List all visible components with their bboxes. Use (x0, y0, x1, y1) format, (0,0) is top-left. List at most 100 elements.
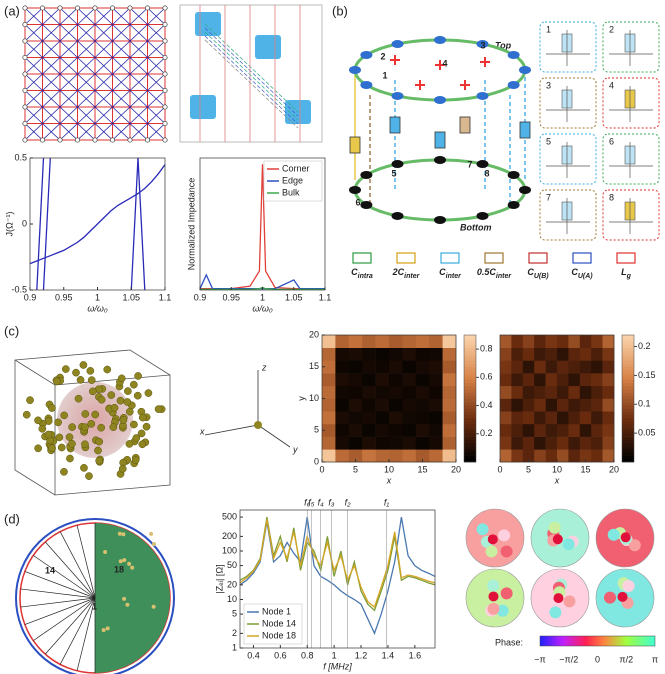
phase-patch (562, 538, 575, 551)
heat-cell (375, 347, 390, 361)
heat-cell (415, 423, 430, 437)
colorbar-step (464, 363, 476, 368)
lattice-diagonal (129, 90, 148, 108)
lattice-diagonal (112, 57, 131, 75)
lattice-site (74, 5, 81, 11)
lattice-diagonal (24, 57, 43, 75)
phase-patch (487, 602, 500, 615)
lattice-site (22, 137, 28, 143)
lattice-diagonal (77, 123, 96, 141)
node (519, 66, 531, 74)
capacitor (389, 116, 401, 134)
x-tick-label: 1 (95, 292, 100, 302)
x-tick-label: 5 (526, 464, 531, 474)
lattice-site (144, 5, 151, 11)
atom (65, 433, 74, 441)
inset-wire (609, 30, 653, 66)
colorbar-step (464, 458, 476, 463)
series-line (29, 164, 166, 265)
node (349, 186, 361, 194)
colorbar-step (464, 455, 476, 460)
circuit-cell (195, 12, 221, 36)
board-pad (152, 542, 157, 547)
colorbar-step (622, 408, 634, 412)
bottom-label: Bottom (460, 222, 492, 232)
colorbar-frame (621, 334, 635, 463)
x-tick-label: 1.05 (285, 292, 303, 302)
lattice-site (162, 104, 168, 110)
annotation-label: f₂ (345, 497, 352, 507)
heat-cell (348, 398, 363, 412)
inset-wire (546, 198, 590, 234)
colorbar-step (464, 401, 476, 406)
lattice-diagonal (77, 7, 96, 25)
colorbar-step (622, 423, 634, 428)
phase-tick-label: π (652, 654, 658, 664)
colorbar-step (464, 436, 476, 441)
heat-cell (545, 423, 558, 437)
x-tick-label: 15 (417, 464, 427, 474)
heat-cell (335, 335, 350, 348)
lattice-site (22, 54, 28, 61)
heat-cell (545, 449, 558, 463)
lattice-diagonal (24, 7, 43, 25)
phase-patch (604, 591, 617, 604)
x-axis-label: ω/ω₀ (87, 303, 108, 313)
colorbar-step (622, 433, 634, 437)
heat-cell (429, 423, 443, 437)
heat-cell (545, 373, 558, 387)
heat-cell (429, 360, 443, 374)
symbol-label: 2Cinter (392, 267, 421, 279)
heat-cell (389, 373, 403, 387)
inset-box (602, 189, 660, 241)
phase-patch (549, 606, 562, 619)
heat-cell (442, 360, 457, 374)
panel-label: (a) (4, 3, 20, 18)
y-tick-label: 5 (314, 425, 319, 435)
heat-cell (591, 411, 603, 425)
inset-wire (609, 86, 653, 122)
heat-cell (415, 411, 430, 425)
heat-cell (402, 385, 417, 399)
heat-cell (402, 360, 417, 374)
heat-cell (362, 347, 376, 361)
atom (79, 361, 88, 369)
top-label: Top (495, 40, 512, 50)
y-tick-label: 10 (309, 393, 319, 403)
colorbar-step (622, 401, 634, 406)
colorbar-step (622, 382, 634, 387)
node (391, 211, 404, 220)
heat-cell (375, 385, 390, 399)
colorbar-step (464, 341, 476, 345)
disk-edge (24, 571, 96, 599)
atom (85, 472, 93, 480)
heat-cell (442, 411, 457, 425)
node (360, 81, 373, 89)
colorbar-step (622, 373, 634, 377)
lattice-site (39, 5, 46, 11)
heat-cell (500, 411, 512, 425)
inset-wire (546, 86, 590, 122)
heat-cell (602, 449, 615, 463)
lattice-diagonal (94, 73, 113, 91)
heat-cell (557, 449, 569, 463)
atom (68, 423, 77, 431)
symbol-label: CU(A) (571, 267, 593, 279)
heat-cell (545, 398, 558, 412)
lattice-diagonal (112, 123, 131, 141)
lattice-diagonal (112, 106, 131, 124)
node (507, 201, 520, 209)
heat-cell (415, 347, 430, 361)
heat-cell (557, 360, 569, 374)
colorbar-step (464, 388, 476, 393)
node (476, 40, 489, 49)
colorbar-step (464, 452, 476, 456)
colorbar-step (464, 404, 476, 409)
heat-cell (579, 398, 592, 412)
heat-cell (602, 347, 615, 361)
disk-edge (24, 597, 96, 625)
colorbar-step (622, 446, 634, 450)
x-tick-label: 1 (260, 292, 265, 302)
lattice-diagonal (147, 123, 166, 141)
